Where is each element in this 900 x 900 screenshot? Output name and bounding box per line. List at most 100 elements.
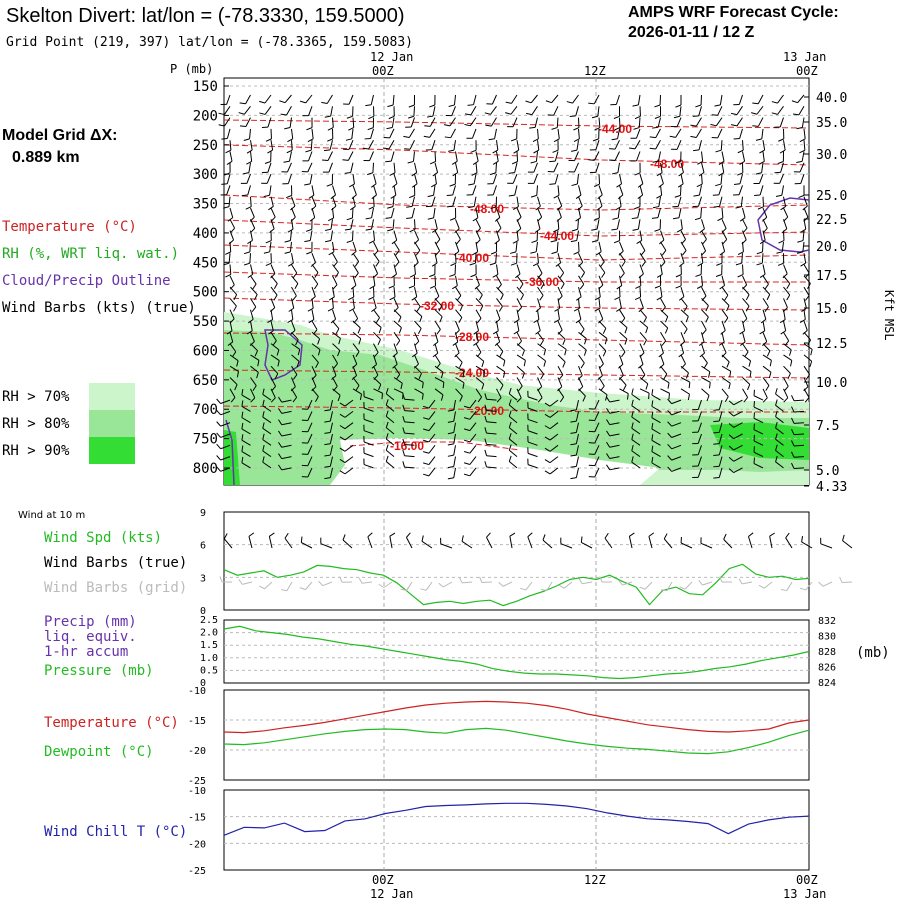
- wind-barb: [701, 219, 705, 229]
- wind-barb-flag: [780, 206, 786, 211]
- wind-barb-flag: [668, 393, 670, 400]
- wind-barb: [469, 444, 477, 454]
- wind-barb-flag: [764, 283, 769, 290]
- wind-barb-flag: [241, 434, 244, 441]
- wind-barb: [270, 140, 274, 151]
- wind-barb-flag: [324, 420, 331, 423]
- wind-barb-flag: [715, 183, 722, 187]
- wind-barb-flag: [424, 125, 431, 127]
- wind-barb: [414, 354, 419, 365]
- wind-barb: [598, 343, 607, 352]
- wind-barb: [783, 377, 789, 387]
- wind-barb: [291, 140, 293, 151]
- wind-barb-flag: [543, 349, 547, 356]
- wind-barb-flag: [454, 352, 460, 358]
- height-tick-label: 10.0: [816, 376, 847, 391]
- wind-barb-flag: [216, 398, 221, 404]
- wind-barb: [575, 399, 579, 410]
- wind-barb: [307, 162, 313, 173]
- wind-barb: [289, 117, 292, 128]
- wind-barb: [718, 422, 723, 433]
- wind-barb: [262, 416, 272, 424]
- wind-barb-flag: [762, 227, 768, 234]
- wind-barb: [631, 450, 641, 458]
- wind-barb-flag: [804, 295, 810, 301]
- wind-barb-flag: [292, 295, 297, 301]
- wind-barb-flag: [638, 307, 644, 313]
- wind-barb: [738, 94, 743, 105]
- wind-barb-flag: [259, 100, 266, 104]
- wind-barb: [370, 94, 374, 105]
- wind-barb: [671, 467, 682, 472]
- wind-barb-flag: [492, 330, 499, 335]
- wind-barb-flag: [765, 385, 770, 391]
- wind-barb: [537, 309, 540, 320]
- wind-barb-flag: [411, 296, 418, 301]
- wind-barb: [658, 196, 661, 207]
- wind-barb: [742, 320, 746, 331]
- wind-barb: [494, 128, 497, 139]
- pressure-tick-label: 150: [193, 79, 218, 95]
- wind-barb-flag: [453, 250, 460, 256]
- wind-barb: [372, 162, 374, 173]
- wind-barb: [264, 94, 272, 104]
- wind-barb-flag: [271, 386, 276, 392]
- wind-barb-flag: [649, 136, 656, 139]
- wind-barb-flag: [368, 296, 375, 300]
- wind-barb: [332, 264, 339, 273]
- wind-barb: [241, 417, 251, 424]
- wind-barb: [469, 399, 477, 409]
- wind-barb: [554, 151, 559, 162]
- wind-barb: [822, 581, 833, 587]
- wind-barb-flag: [667, 382, 670, 389]
- wind-barb-flag: [796, 251, 803, 254]
- wind-barb: [249, 241, 251, 252]
- wind-barb-flag: [667, 421, 673, 427]
- wind-barb: [404, 466, 415, 469]
- wind-barb: [474, 253, 477, 264]
- wind-barb-flag: [715, 149, 722, 153]
- wind-barb-flag: [786, 294, 791, 301]
- wind-barb: [537, 275, 545, 284]
- wind-barb-flag: [559, 272, 565, 278]
- wind-barb: [676, 140, 682, 150]
- wind-barb: [753, 429, 764, 435]
- wind-barb: [414, 343, 418, 354]
- wind-barb: [803, 253, 807, 264]
- wind-barb-flag: [651, 445, 654, 452]
- wind-barb: [614, 139, 620, 150]
- wind-barb: [701, 253, 704, 264]
- wind-barb: [516, 151, 519, 162]
- wind-barb: [721, 162, 725, 173]
- wind-barb: [803, 309, 806, 320]
- wind-barb: [281, 456, 292, 460]
- wind-barb: [363, 430, 374, 435]
- wind-barb-flag: [656, 172, 663, 177]
- wind-barb-flag: [757, 206, 764, 210]
- isotherm-24: [223, 369, 810, 379]
- wind-barb: [660, 309, 669, 317]
- wind-barb: [508, 438, 518, 446]
- wind-barb: [802, 230, 805, 241]
- wind-barb-flag: [776, 251, 783, 254]
- wind-barb-flag: [735, 262, 742, 266]
- wind-barb: [393, 309, 402, 318]
- wind-barb: [719, 196, 723, 207]
- wind-barb-flag: [269, 228, 275, 233]
- wind-barb: [393, 320, 402, 329]
- wind-barb-flag: [791, 417, 795, 424]
- wind-barb-flag: [429, 104, 436, 108]
- wind-barb-flag: [221, 183, 228, 185]
- wind-barb: [369, 151, 374, 161]
- wind-barb: [762, 365, 772, 373]
- wind-barb-flag: [708, 371, 711, 378]
- wind-barb-flag: [652, 160, 659, 163]
- wind-barb: [281, 422, 292, 426]
- isotherm-20: [223, 405, 809, 413]
- wind-barb-flag: [549, 183, 556, 185]
- rh-legend: RH > 70%RH > 80%RH > 90%: [2, 383, 135, 464]
- wind-barb-flag: [573, 127, 580, 131]
- precip-tick-label: 1.5: [200, 640, 218, 651]
- wind-barb: [721, 365, 731, 372]
- wind-barb-flag: [633, 127, 640, 130]
